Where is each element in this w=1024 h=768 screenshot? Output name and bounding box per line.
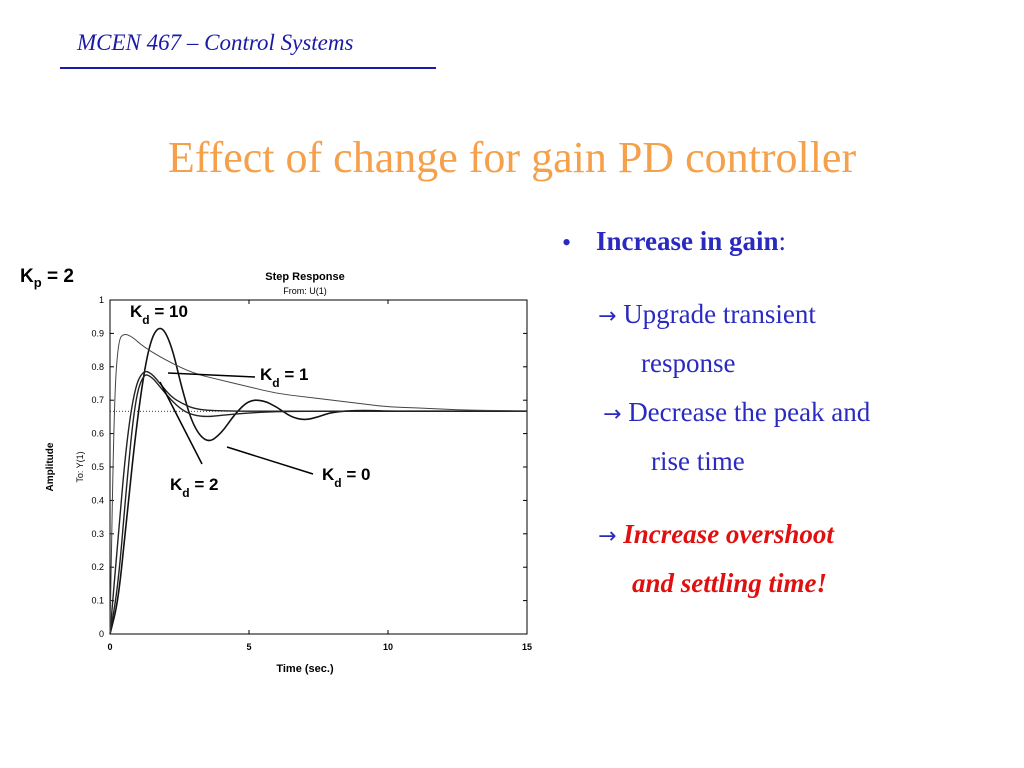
bullet-line-1: → Upgrade transient [598,299,816,329]
annotation-kd0: Kd = 0 [322,465,370,490]
course-title: MCEN 467 – Control Systems [77,30,354,55]
y-tick-label: 0.4 [91,495,104,505]
y-tick-label: 0.1 [91,596,104,606]
y-tick-label: 0.8 [91,362,104,372]
y-tick-label: 0.9 [91,328,104,338]
header-rule [60,67,436,69]
chart-title: Step Response [265,271,344,283]
x-tick-label: 0 [107,642,112,652]
pointer-kd1 [167,372,256,378]
bullet-line-3: → Increase overshoot [598,519,834,549]
pointer-kd0 [226,446,314,475]
x-tick-label: 5 [246,642,251,652]
series-line-kd0 [109,327,527,635]
arrow-icon: → [598,304,617,329]
annotation-kd1: Kd = 1 [260,365,308,390]
kp-label: Kp = 2 [20,266,74,290]
slide-title: Effect of change for gain PD controller [167,133,857,182]
step-response-chart: Step Response From: U(1) 0 0.1 0.2 0.3 0.4 0.… [45,271,532,675]
y-tick-label: 0 [99,629,104,639]
y-axis-label: Amplitude [45,442,56,491]
arrow-icon: → [598,524,617,549]
bullet-line-3b: and settling time! [632,568,828,598]
y-tick-label: 0.6 [91,429,104,439]
chart-subtitle: From: U(1) [283,286,327,296]
y-tick-label: 1 [99,295,104,305]
annotation-kd10: Kd = 10 [130,302,188,327]
x-tick-label: 15 [522,642,532,652]
series-line-kd1 [109,374,527,635]
bullet-line-2b: rise time [651,446,745,476]
y-tick-label: 0.2 [91,562,104,572]
y-tick-label: 0.7 [91,395,104,405]
series-line-kd10 [109,334,528,635]
bullet-dot: • [562,228,572,257]
bullet-heading: Increase in gain: [596,226,787,256]
bullet-line-1b: response [641,348,736,378]
y-tick-label: 0.3 [91,529,104,539]
y-axis-label-2: To: Y(1) [75,451,85,482]
series-line-kd2 [109,370,527,635]
pointer-kd2 [159,381,203,465]
bullet-line-2: → Decrease the peak and [603,397,871,427]
x-axis-label: Time (sec.) [276,663,334,675]
arrow-icon: → [603,402,622,427]
x-tick-label: 10 [383,642,393,652]
annotation-kd2: Kd = 2 [170,475,218,500]
y-tick-label: 0.5 [91,462,104,472]
